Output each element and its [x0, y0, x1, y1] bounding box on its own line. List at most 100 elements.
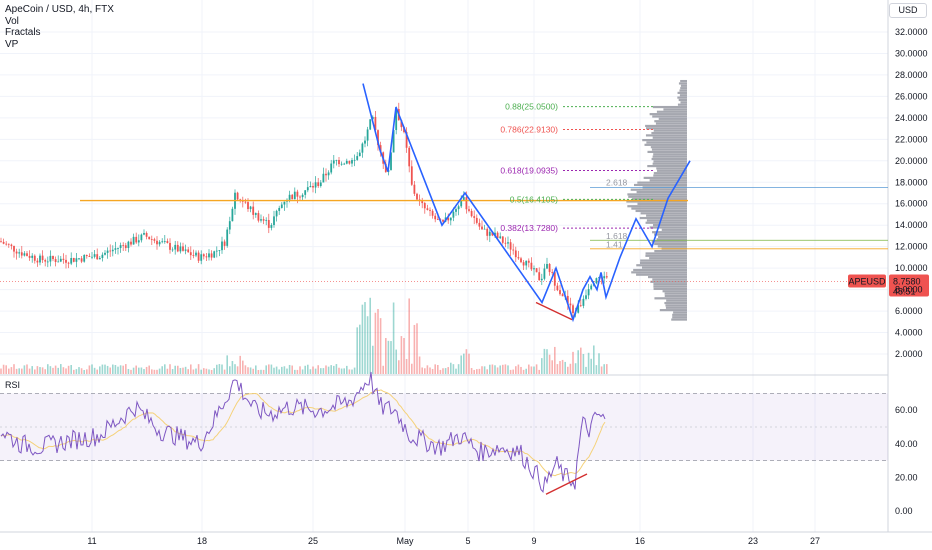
fib-label: 0.88(25.0500) [505, 102, 558, 112]
candle-body [117, 248, 119, 249]
volume-bar [577, 350, 579, 374]
currency-badge[interactable]: USD [889, 3, 927, 18]
volume-profile-bar [649, 257, 687, 260]
volume-bar [353, 367, 356, 374]
candle-body [221, 241, 223, 251]
volume-bar [491, 364, 494, 374]
volume-profile-bar [641, 266, 687, 269]
volume-bar [582, 354, 585, 374]
volume-bar [83, 369, 85, 374]
volume-bar [145, 366, 148, 374]
price-tick-label: 12.0000 [895, 242, 928, 252]
volume-profile-bar [651, 131, 687, 135]
candle-body [33, 255, 36, 261]
time-tick-label: 11 [87, 536, 96, 546]
volume-bar [23, 365, 26, 374]
volume-bar [135, 365, 137, 374]
volume-bar [18, 368, 20, 374]
volume-bar [47, 364, 49, 374]
volume-profile-bar [664, 292, 687, 295]
grid [0, 0, 932, 533]
candle-body [197, 252, 200, 261]
candle-body [46, 261, 49, 263]
candle-body [507, 242, 509, 244]
volume-bar [489, 364, 491, 374]
volume-bar [99, 366, 101, 374]
fib-label: 0.618(19.0935) [500, 166, 558, 176]
volume-bar [166, 368, 169, 374]
volume-profile-bar [652, 105, 687, 109]
volume-bar [314, 368, 317, 374]
rsi-tick-label: 20.00 [895, 472, 918, 482]
indicator-vp[interactable]: VP [5, 38, 19, 50]
volume-bar [226, 355, 228, 374]
candle-body [405, 132, 408, 148]
candle-body [174, 244, 177, 250]
candle-body [67, 262, 70, 264]
volume-bar [400, 336, 403, 374]
candle-body [546, 263, 548, 269]
candle-body [535, 268, 538, 273]
volume-bar [481, 366, 483, 374]
candle-body [345, 160, 348, 164]
volume-bar [564, 361, 566, 374]
volume-profile-bar [653, 174, 687, 177]
candle-body [213, 251, 216, 258]
candle-body [400, 120, 403, 128]
candle-body [114, 248, 117, 250]
candle-body [351, 160, 353, 164]
volume-bar [543, 348, 546, 374]
volume-bar [268, 364, 270, 374]
candle-body [140, 234, 143, 241]
price-tick-label: 32.0000 [895, 27, 928, 37]
volume-profile-bar [654, 242, 687, 246]
volume-profile-bar [678, 98, 687, 102]
candle-body [475, 217, 478, 223]
volume-bar [561, 359, 564, 374]
volume-profile-bar [627, 193, 687, 196]
candle-body [192, 255, 195, 256]
volume-profile-bar [662, 290, 687, 293]
candle-body [288, 194, 291, 200]
candle-body [301, 194, 304, 198]
candle-body [189, 252, 192, 256]
candle-body [278, 207, 281, 211]
indicator-vol[interactable]: Vol [5, 15, 19, 27]
volume-profile-bar [658, 235, 687, 239]
candle-body [80, 258, 83, 262]
volume-bar [325, 365, 327, 374]
volume-profile-bar [646, 214, 687, 217]
volume-bar [465, 349, 468, 374]
volume-profile-bar [635, 209, 687, 213]
price-tick-label: 28.0000 [895, 70, 928, 80]
volume-bar [535, 364, 538, 374]
volume-bar [260, 369, 262, 374]
volume-bar [195, 368, 197, 374]
volume-bar [572, 351, 574, 374]
volume-bar [2, 364, 5, 374]
volume-profile-bar [659, 309, 687, 312]
fib-label: 0.382(13.7280) [500, 223, 558, 233]
candle-body [257, 213, 260, 221]
volume-profile-bar [665, 306, 687, 309]
volume-profile-bar [656, 238, 687, 241]
volume-bar [340, 368, 343, 374]
volume-bar [270, 364, 273, 374]
volume-bar [301, 369, 304, 374]
volume-bar [590, 358, 592, 374]
volume-bar [49, 366, 52, 374]
volume-bar [252, 368, 254, 374]
price-tick-label: 16.0000 [895, 199, 928, 209]
volume-profile-bar [661, 228, 687, 231]
volume-profile-bar [664, 301, 687, 305]
volume-bar [567, 366, 569, 374]
candle-body [330, 163, 333, 173]
volume-bar [483, 366, 486, 374]
candle-body [208, 253, 210, 258]
volume-bar [203, 368, 205, 374]
indicator-fractals[interactable]: Fractals [5, 27, 41, 38]
candle-body [153, 239, 156, 241]
volume-profile-bar [649, 113, 687, 116]
candle-body [436, 219, 439, 221]
candle-body [252, 206, 255, 215]
